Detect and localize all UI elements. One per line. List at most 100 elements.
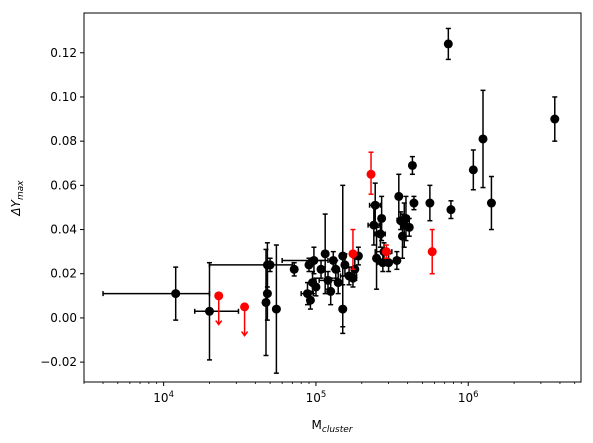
data-marker <box>486 198 496 208</box>
data-point-black <box>193 261 240 361</box>
data-marker <box>262 289 272 299</box>
data-marker <box>425 198 435 208</box>
data-marker <box>271 304 281 314</box>
data-point-black <box>409 195 419 211</box>
plot-marks <box>102 27 560 374</box>
data-point-black <box>377 195 387 242</box>
y-tick-label: 0.08 <box>50 134 77 148</box>
data-marker <box>384 258 394 268</box>
data-point-red <box>348 228 358 271</box>
y-tick-label: 0.04 <box>50 223 77 237</box>
data-marker <box>348 273 358 283</box>
data-point-black <box>262 266 272 321</box>
x-axis-label-main: M <box>312 418 322 432</box>
data-point-black <box>443 27 453 61</box>
upper-limit-arrow <box>240 331 249 337</box>
data-marker <box>427 247 437 257</box>
x-tick-label-base: 10 <box>153 391 168 405</box>
data-point-black <box>102 266 211 321</box>
x-axis-label: Mcluster <box>312 418 354 435</box>
x-axis-ticks: 104 105 106 <box>83 382 576 405</box>
data-marker <box>443 39 453 49</box>
x-tick-label: 106 <box>458 390 479 405</box>
data-marker <box>401 213 411 223</box>
data-point-black <box>271 244 281 374</box>
data-marker <box>214 291 224 301</box>
data-marker <box>404 222 414 232</box>
data-marker <box>340 260 350 270</box>
x-tick-label: 105 <box>306 390 327 405</box>
data-point-black <box>486 175 496 231</box>
y-tick-label: −0.02 <box>40 355 77 369</box>
data-marker <box>377 213 387 223</box>
data-point-black <box>265 257 275 273</box>
data-point-black <box>326 277 336 306</box>
data-marker <box>550 114 560 124</box>
data-marker <box>370 200 380 210</box>
data-point-red <box>381 244 391 260</box>
data-point-red <box>240 302 250 337</box>
y-axis-ticks: −0.02 0.00 0.02 0.04 0.06 0.08 0.10 0.12 <box>40 46 84 369</box>
x-tick-label-base: 10 <box>306 391 321 405</box>
y-axis-label-sub: max <box>16 180 26 200</box>
plot-frame <box>83 12 582 383</box>
data-marker <box>375 229 385 239</box>
data-point-black <box>407 155 417 176</box>
data-point-black <box>338 184 348 328</box>
y-tick-label: 0.12 <box>50 46 77 60</box>
data-point-black <box>404 217 414 237</box>
data-point-black <box>550 96 560 142</box>
data-point-red <box>366 151 376 195</box>
data-marker <box>366 169 376 179</box>
data-marker <box>394 191 404 201</box>
y-axis-label-main: ΔY <box>9 198 23 216</box>
data-marker <box>289 264 299 274</box>
x-tick-label-exponent: 4 <box>169 390 174 400</box>
data-marker <box>381 247 391 257</box>
y-tick-label: 0.00 <box>50 311 77 325</box>
data-point-black <box>401 195 411 242</box>
data-marker <box>240 302 250 312</box>
x-tick-label: 104 <box>153 390 174 405</box>
x-axis-label-sub: cluster <box>322 425 354 435</box>
data-point-black <box>384 253 394 273</box>
data-marker <box>446 205 456 215</box>
y-axis-label: ΔYmax <box>9 180 26 217</box>
data-marker <box>338 251 348 261</box>
data-marker <box>261 297 271 307</box>
data-point-red <box>214 291 224 326</box>
data-point-black <box>374 219 386 248</box>
y-tick-label: 0.02 <box>50 267 77 281</box>
data-marker <box>326 286 336 296</box>
data-marker <box>204 306 214 316</box>
data-marker <box>320 249 330 259</box>
data-point-black <box>368 182 382 229</box>
data-marker <box>409 198 419 208</box>
data-point-red <box>427 228 437 275</box>
x-tick-label-exponent: 6 <box>473 390 478 400</box>
data-marker <box>392 255 402 265</box>
y-tick-label: 0.10 <box>50 90 77 104</box>
data-marker <box>333 278 343 288</box>
x-tick-label-exponent: 5 <box>321 390 326 400</box>
data-point-black <box>311 277 321 297</box>
data-point-black <box>425 184 435 222</box>
data-marker <box>372 253 382 263</box>
data-point-black <box>478 89 488 189</box>
data-marker <box>478 134 488 144</box>
data-marker <box>407 160 417 170</box>
data-marker <box>265 260 275 270</box>
data-marker <box>309 255 319 265</box>
upper-limit-arrow <box>215 320 223 326</box>
data-marker <box>305 295 315 305</box>
data-point-black <box>289 261 299 277</box>
data-marker <box>468 165 478 175</box>
data-marker <box>316 264 326 274</box>
data-point-black <box>316 259 326 279</box>
data-marker <box>311 282 321 292</box>
data-point-black <box>446 200 456 220</box>
y-tick-label: 0.06 <box>50 178 77 192</box>
data-marker <box>171 289 181 299</box>
data-point-black <box>372 226 382 290</box>
